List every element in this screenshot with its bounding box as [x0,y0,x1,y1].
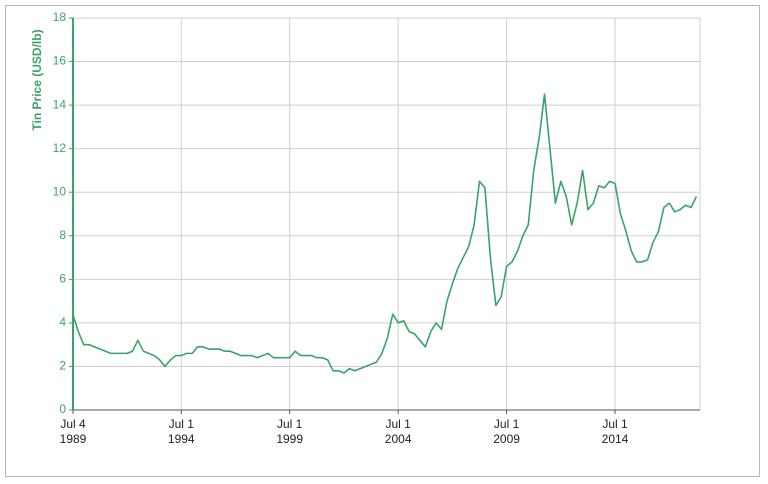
x-tick-label: Jul 1 1994 [167,417,195,446]
x-tick-label: Jul 4 1989 [59,417,87,446]
x-tick-label: Jul 1 2004 [384,417,412,446]
y-tick-label: 18 [53,10,67,24]
chart-frame [5,5,760,477]
x-tick-label: Jul 1 1999 [276,417,304,446]
y-tick-label: 6 [59,272,66,286]
price-line [72,93,698,374]
y-tick-label: 12 [53,141,67,155]
x-tick-label: Jul 1 2014 [601,417,629,446]
y-tick-label: 2 [59,359,66,373]
y-axis-title: Tin Price (USD/lb) [30,29,44,130]
y-tick-label: 4 [59,315,66,329]
y-tick-label: 16 [53,54,67,68]
y-tick-label: 0 [59,402,66,416]
x-tick-label: Jul 1 2009 [493,417,520,446]
y-tick-label: 8 [59,228,66,242]
y-tick-label: 10 [53,184,67,198]
y-tick-label: 14 [53,97,67,111]
